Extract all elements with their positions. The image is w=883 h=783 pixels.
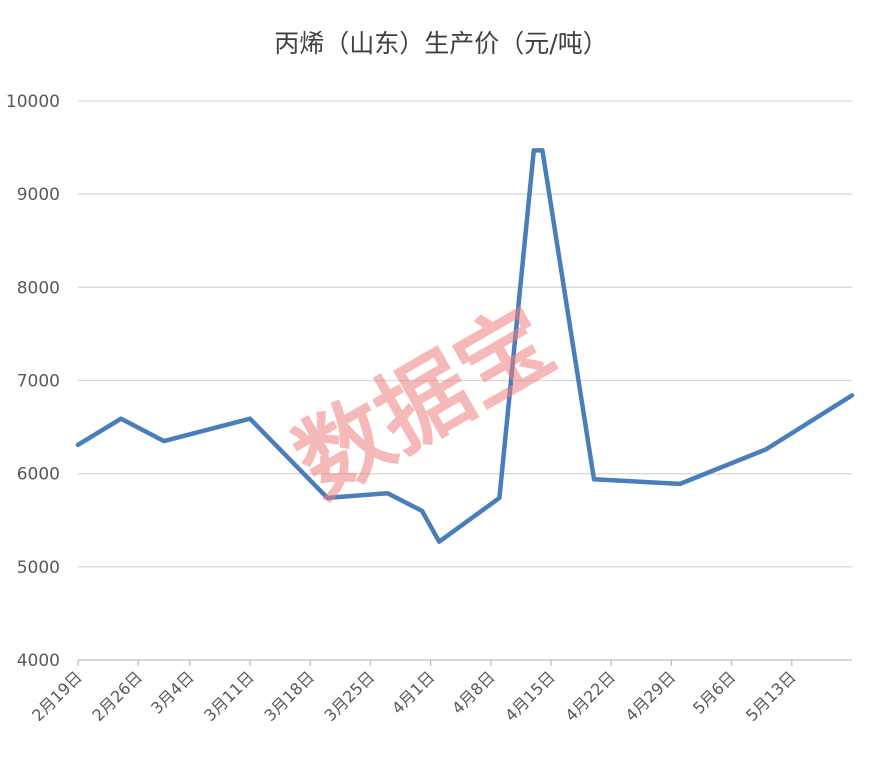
- series-lines: [75, 148, 855, 544]
- y-tick-label: 4000: [17, 651, 60, 671]
- x-tick-label: 2月26日: [88, 667, 146, 725]
- x-tick-label: 5月13日: [742, 667, 800, 725]
- x-tick-label: 3月11日: [200, 667, 258, 725]
- series-line: [75, 148, 855, 544]
- x-tick-label: 4月1日: [388, 667, 438, 717]
- y-tick-label: 5000: [17, 558, 60, 578]
- x-tick-label: 4月15日: [501, 667, 559, 725]
- y-tick-label: 10000: [6, 92, 60, 112]
- y-tick-label: 6000: [17, 465, 60, 485]
- x-tick-label: 2月19日: [28, 667, 86, 725]
- x-tick-label: 5月6日: [689, 667, 739, 717]
- x-axis: 2月19日 2月26日 3月4日 3月11日 3月18日 3月25日 4月1日 4月8日 4月1…: [28, 659, 852, 725]
- x-tick-label: 3月25日: [321, 667, 379, 725]
- x-tick-label: 4月22日: [561, 667, 619, 725]
- y-tick-label: 8000: [17, 278, 60, 298]
- grid-lines: [78, 100, 852, 568]
- y-axis-tick-labels: 4000 5000 6000 7000 8000 9000 10000: [6, 92, 60, 671]
- x-tick-label: 4月29日: [622, 667, 680, 725]
- x-tick-label: 3月18日: [260, 667, 318, 725]
- chart-title: 丙烯（山东）生产价（元/吨）: [274, 29, 607, 58]
- y-tick-label: 9000: [17, 185, 60, 205]
- x-tick-label: 3月4日: [147, 667, 197, 717]
- y-tick-label: 7000: [17, 372, 60, 392]
- x-tick-label: 4月8日: [448, 667, 498, 717]
- watermark: 数据宝: [278, 287, 571, 518]
